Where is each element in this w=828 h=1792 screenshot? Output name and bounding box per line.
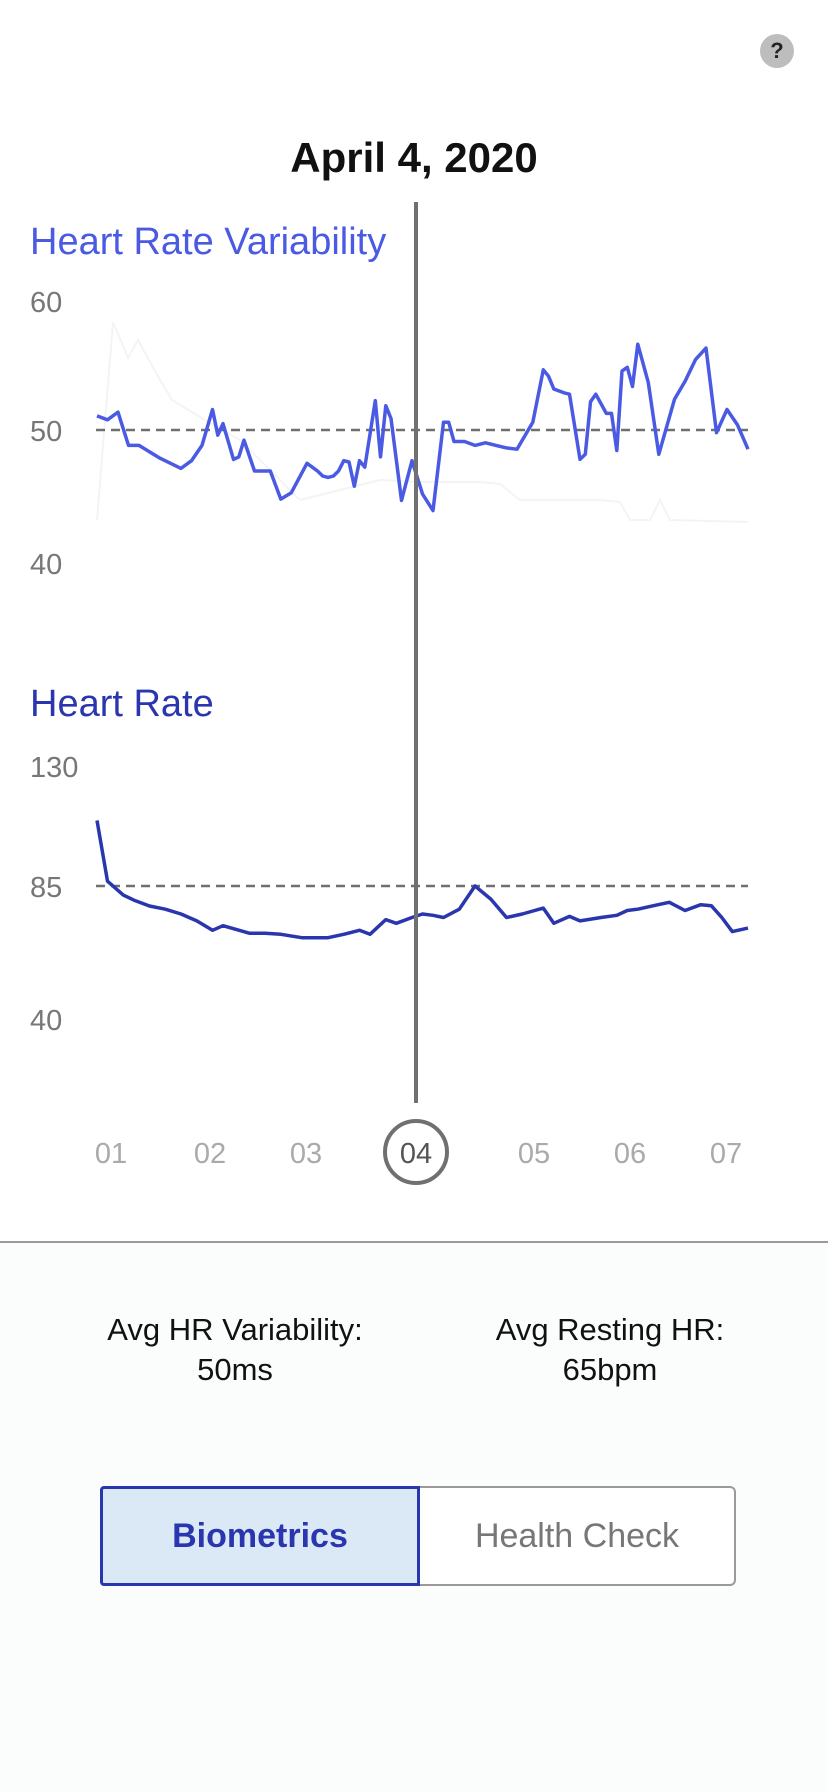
hrv-chart: Heart Rate Variability 60 50 40 xyxy=(30,221,750,581)
x-tick-day[interactable]: 01 xyxy=(95,1138,127,1170)
x-axis: 01 02 03 04 05 06 07 xyxy=(95,1119,742,1185)
x-tick-day-selected[interactable]: 04 xyxy=(400,1138,432,1170)
hr-chart-title: Heart Rate xyxy=(30,683,214,725)
selected-day-ring xyxy=(383,1119,449,1185)
avg-resting-hr-stat: Avg Resting HR: 65bpm xyxy=(440,1310,780,1390)
avg-hrv-stat: Avg HR Variability: 50ms xyxy=(60,1310,410,1390)
avg-hrv-label: Avg HR Variability: xyxy=(107,1312,363,1347)
hrv-y-tick: 60 xyxy=(30,287,62,319)
hr-y-tick: 40 xyxy=(30,1005,62,1037)
tab-biometrics[interactable]: Biometrics xyxy=(100,1486,420,1586)
hr-series-line xyxy=(95,820,749,940)
hrv-series-line xyxy=(96,342,750,513)
hr-y-tick: 85 xyxy=(30,872,62,904)
hr-chart: Heart Rate 130 85 40 xyxy=(30,683,749,1037)
hrv-y-tick: 40 xyxy=(30,549,62,581)
x-tick-day[interactable]: 06 xyxy=(614,1138,646,1170)
date-title: April 4, 2020 xyxy=(290,134,538,181)
hr-y-tick: 130 xyxy=(30,752,78,784)
x-tick-day[interactable]: 02 xyxy=(194,1138,226,1170)
x-tick-day[interactable]: 03 xyxy=(290,1138,322,1170)
avg-resting-hr-label: Avg Resting HR: xyxy=(495,1312,725,1347)
help-button[interactable]: ? xyxy=(760,34,794,68)
tab-health-check[interactable]: Health Check xyxy=(420,1486,736,1586)
avg-hrv-value: 50ms xyxy=(197,1352,273,1387)
hrv-y-tick: 50 xyxy=(30,416,62,448)
summary-panel: Avg HR Variability: 50ms Avg Resting HR:… xyxy=(0,1243,828,1792)
x-tick-day[interactable]: 05 xyxy=(518,1138,550,1170)
section-divider xyxy=(0,1241,828,1243)
hrv-chart-title: Heart Rate Variability xyxy=(30,221,386,263)
view-segmented-control: Biometrics Health Check xyxy=(100,1486,736,1586)
avg-resting-hr-value: 65bpm xyxy=(562,1352,658,1387)
biometrics-chart[interactable]: Heart Rate Variability 60 50 40 Heart Ra… xyxy=(0,200,828,1230)
x-tick-day[interactable]: 07 xyxy=(710,1138,742,1170)
